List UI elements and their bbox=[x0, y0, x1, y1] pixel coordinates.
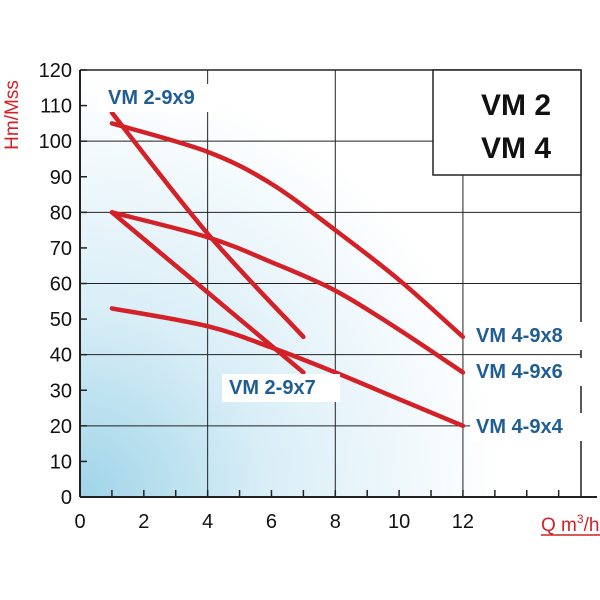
y-tick-label-0: 0 bbox=[61, 487, 72, 509]
x-tick-label-0: 0 bbox=[74, 511, 85, 533]
label-bg-vm4-9x8 bbox=[470, 322, 582, 350]
curve-vm2-9x9 bbox=[109, 110, 306, 340]
x-axis-title-tail: /h bbox=[584, 515, 600, 536]
label-vm4-9x8: VM 4-9x8 bbox=[476, 325, 563, 347]
y-tick-label-20: 20 bbox=[50, 416, 72, 438]
label-bg-vm4-9x4 bbox=[470, 413, 582, 441]
x-axis-title-sup: 3 bbox=[577, 512, 584, 526]
x-tick-label-12: 12 bbox=[452, 511, 474, 533]
y-tick-label-80: 80 bbox=[50, 202, 72, 224]
label-vm4-9x6: VM 4-9x6 bbox=[476, 361, 563, 383]
curve-vm2-9x7 bbox=[109, 210, 306, 375]
x-axis-title-text: Q m3/h bbox=[541, 512, 599, 536]
y-tick-label-90: 90 bbox=[50, 167, 72, 189]
label-vm4-9x4: VM 4-9x4 bbox=[476, 416, 564, 438]
y-tick-label-50: 50 bbox=[50, 309, 72, 331]
model-box-line-2: VM 4 bbox=[481, 132, 551, 165]
curve-vm4-9x6 bbox=[109, 210, 466, 375]
y-tick-label-40: 40 bbox=[50, 345, 72, 367]
y-tick-label-30: 30 bbox=[50, 380, 72, 402]
y-tick-label-100: 100 bbox=[39, 131, 72, 153]
pump-curves bbox=[109, 110, 466, 429]
label-vm2-9x9: VM 2-9x9 bbox=[108, 87, 195, 109]
y-axis-title: Hm/Mss bbox=[2, 80, 23, 150]
model-box-frame bbox=[432, 69, 582, 176]
curve-vm4-9x4 bbox=[109, 306, 466, 429]
x-axis-title: Q m3/h bbox=[541, 512, 600, 536]
label-vm2-9x7: VM 2-9x7 bbox=[229, 377, 316, 399]
y-tick-label-70: 70 bbox=[50, 238, 72, 260]
x-tick-label-8: 8 bbox=[330, 511, 341, 533]
label-bg-vm2-9x9 bbox=[100, 84, 220, 112]
curve-labels: VM 2-9x9 VM 2-9x7 VM 4-9x8 VM 4-9x6 VM 4… bbox=[100, 84, 582, 441]
y-tick-label-110: 110 bbox=[40, 96, 72, 118]
x-tick-label-6: 6 bbox=[266, 511, 277, 533]
tick-labels: 0 10 20 30 40 50 60 70 80 90 100 110 120 0 2 4 6 8 10 12 bbox=[39, 60, 474, 533]
x-tick-label-2: 2 bbox=[138, 511, 149, 533]
model-box: VM 2 VM 4 bbox=[432, 69, 582, 176]
model-box-line-1: VM 2 bbox=[481, 89, 551, 122]
x-axis-title-main: Q m bbox=[541, 515, 577, 536]
x-tick-label-4: 4 bbox=[202, 511, 213, 533]
label-bg-vm4-9x6 bbox=[470, 358, 582, 386]
tick-marks bbox=[79, 69, 560, 498]
y-tick-label-10: 10 bbox=[50, 451, 72, 473]
y-tick-label-120: 120 bbox=[39, 60, 72, 82]
label-bg-vm2-9x7 bbox=[222, 374, 340, 402]
curve-vm4-9x8 bbox=[109, 121, 466, 340]
y-tick-label-60: 60 bbox=[50, 274, 72, 296]
x-tick-label-10: 10 bbox=[388, 511, 410, 533]
